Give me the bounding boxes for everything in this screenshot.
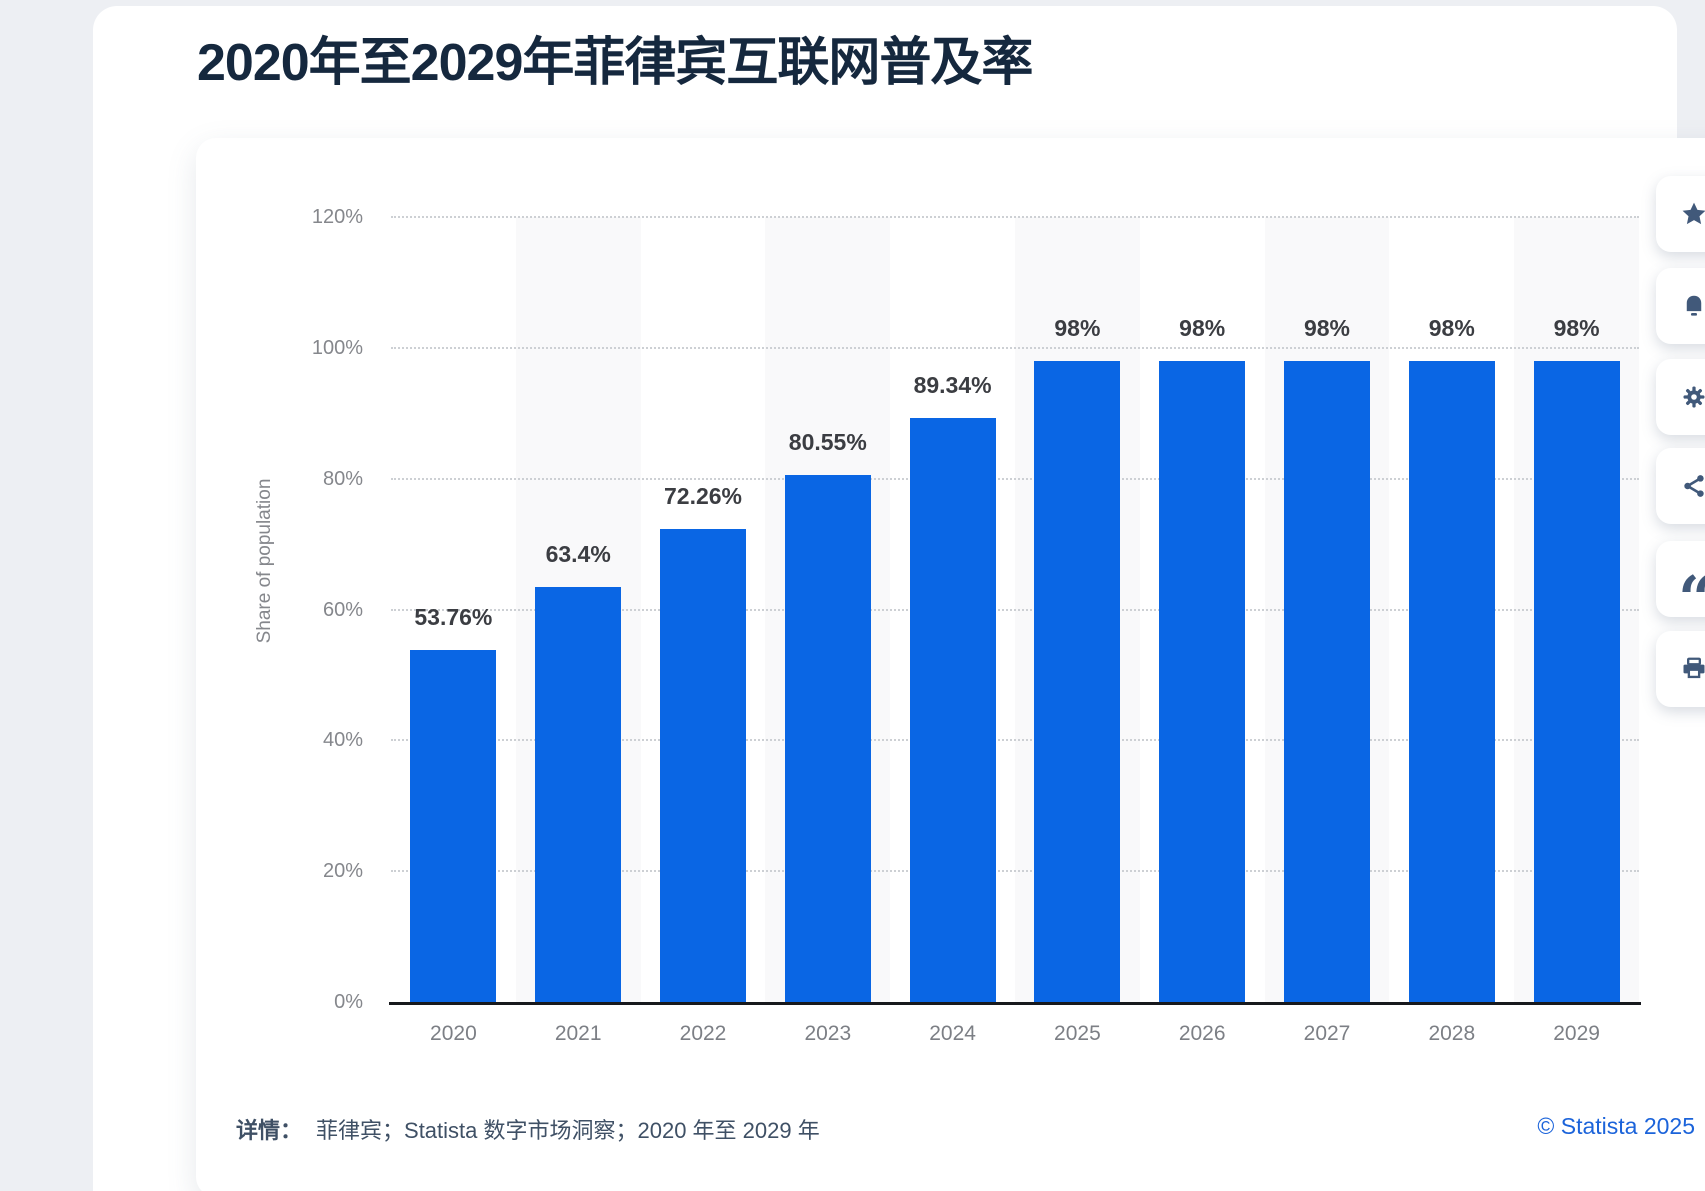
bar[interactable]: [660, 529, 746, 1002]
bar[interactable]: [1408, 360, 1495, 1002]
x-tick-label: 2021: [554, 1022, 602, 1045]
bar[interactable]: [784, 475, 871, 1002]
bar-chart: Share of population 0% 20% 40% 60% 80% 100% 12…: [196, 138, 1705, 1191]
cite-button[interactable]: “: [1656, 541, 1705, 630]
bar[interactable]: [1034, 360, 1121, 1002]
y-tick-label: 80%: [322, 467, 363, 490]
y-tick-label: 60%: [322, 598, 363, 621]
content-panel: 2020年至2029年菲律宾互联网普及率 Share of population…: [93, 6, 1705, 1191]
chart-card: Share of population 0% 20% 40% 60% 80% 100% 12…: [196, 138, 1705, 1191]
x-tick-label: 2020: [430, 1022, 477, 1045]
gridline: [391, 739, 1639, 742]
x-tick-label: 2024: [929, 1022, 976, 1045]
y-tick-label: 0%: [334, 991, 363, 1013]
x-tick-label: 2028: [1428, 1022, 1476, 1045]
y-tick-label: 20%: [322, 860, 363, 883]
settings-button[interactable]: [1656, 359, 1705, 435]
bar[interactable]: [535, 587, 622, 1002]
gear-icon: [1680, 383, 1705, 411]
bar[interactable]: [1284, 360, 1370, 1002]
gridline: [391, 216, 1639, 218]
x-tick-label: 2027: [1303, 1022, 1351, 1045]
favorite-button[interactable]: [1656, 176, 1705, 252]
print-button[interactable]: [1656, 631, 1705, 707]
bar-value-label: 98%: [1428, 314, 1475, 341]
bar-value-label: 98%: [1553, 314, 1600, 341]
bar[interactable]: [410, 650, 497, 1002]
bell-icon: [1680, 292, 1705, 320]
details-line: 详情： 菲律宾；Statista 数字市场洞察；2020 年至 2029 年: [236, 1113, 820, 1145]
statista-copyright-link[interactable]: © Statista 2025: [1537, 1113, 1695, 1139]
details-label: 详情：: [236, 1118, 303, 1143]
printer-icon: [1680, 655, 1705, 683]
y-tick-label: 40%: [322, 729, 363, 752]
gridline: [391, 608, 1639, 611]
share-icon: [1680, 472, 1705, 500]
bar-value-label: 98%: [1054, 314, 1101, 341]
y-tick-label: 120%: [311, 206, 363, 228]
bar-value-label: 53.76%: [414, 604, 493, 631]
x-tick-label: 2023: [804, 1022, 852, 1045]
alert-button[interactable]: [1656, 268, 1705, 344]
y-tick-label: 100%: [311, 336, 363, 359]
bar[interactable]: [1159, 360, 1246, 1002]
x-tick-label: 2025: [1054, 1022, 1101, 1045]
bar-value-label: 63.4%: [545, 541, 611, 568]
share-button[interactable]: [1656, 448, 1705, 524]
x-tick-label: 2026: [1178, 1022, 1226, 1045]
bar[interactable]: [909, 417, 996, 1002]
bar-value-label: 89.34%: [913, 371, 992, 398]
x-axis-line: [389, 1002, 1641, 1005]
bar[interactable]: [1533, 360, 1620, 1002]
bar-value-label: 98%: [1303, 314, 1351, 341]
y-axis-title: Share of population: [254, 478, 275, 644]
x-tick-label: 2029: [1553, 1022, 1600, 1045]
details-text: 菲律宾；Statista 数字市场洞察；2020 年至 2029 年: [316, 1118, 820, 1143]
bar-value-label: 80.55%: [788, 429, 867, 456]
bar-value-label: 72.26%: [663, 483, 742, 510]
chart-footer: 详情： 菲律宾；Statista 数字市场洞察；2020 年至 2029 年 © …: [236, 1113, 1705, 1153]
star-icon: [1680, 200, 1705, 228]
bar-value-label: 98%: [1179, 314, 1226, 341]
gridline: [391, 870, 1639, 873]
gridline: [391, 477, 1639, 480]
x-tick-label: 2022: [679, 1022, 727, 1045]
gridline: [391, 346, 1639, 349]
page-title: 2020年至2029年菲律宾互联网普及率: [197, 34, 1033, 92]
